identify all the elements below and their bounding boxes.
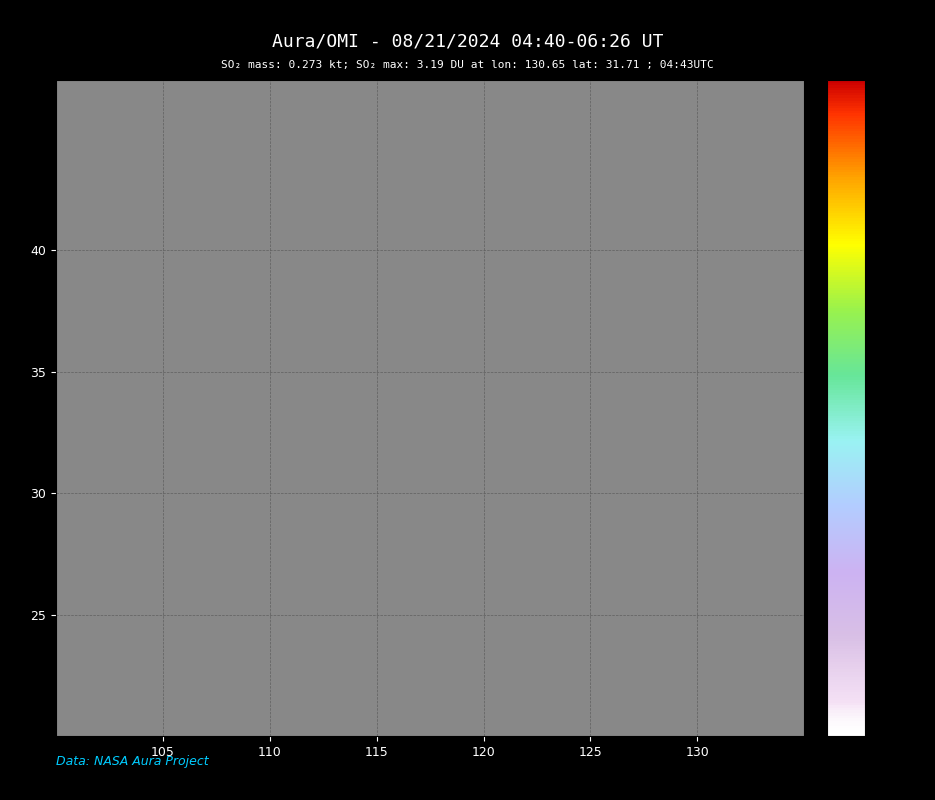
- Text: Aura/OMI - 08/21/2024 04:40-06:26 UT: Aura/OMI - 08/21/2024 04:40-06:26 UT: [272, 32, 663, 50]
- Y-axis label: PCA SO₂ column PBL [DU]: PCA SO₂ column PBL [DU]: [901, 327, 914, 489]
- Text: SO₂ mass: 0.273 kt; SO₂ max: 3.19 DU at lon: 130.65 lat: 31.71 ; 04:43UTC: SO₂ mass: 0.273 kt; SO₂ max: 3.19 DU at …: [221, 60, 714, 70]
- Text: Data: NASA Aura Project: Data: NASA Aura Project: [56, 755, 209, 768]
